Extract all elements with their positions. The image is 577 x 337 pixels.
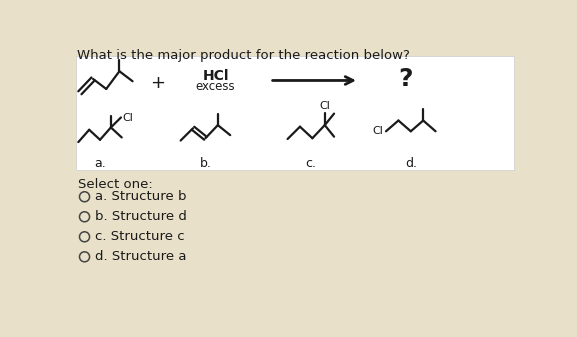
Text: b.: b. [200,157,211,171]
Text: b. Structure d: b. Structure d [95,210,188,223]
Text: HCl: HCl [203,69,228,83]
Text: Cl: Cl [319,100,330,111]
Text: Cl: Cl [122,113,133,123]
Text: c.: c. [305,157,316,171]
Text: What is the major product for the reaction below?: What is the major product for the reacti… [77,49,410,62]
Text: d. Structure a: d. Structure a [95,250,187,263]
Text: Select one:: Select one: [77,178,152,190]
Text: +: + [150,74,165,92]
Text: excess: excess [196,80,235,93]
Text: a. Structure b: a. Structure b [95,190,187,203]
Text: a.: a. [94,157,106,171]
Text: d.: d. [405,157,417,171]
Text: c. Structure c: c. Structure c [95,230,185,243]
FancyBboxPatch shape [76,56,514,170]
Text: ?: ? [398,67,413,91]
Text: Cl: Cl [373,126,384,136]
